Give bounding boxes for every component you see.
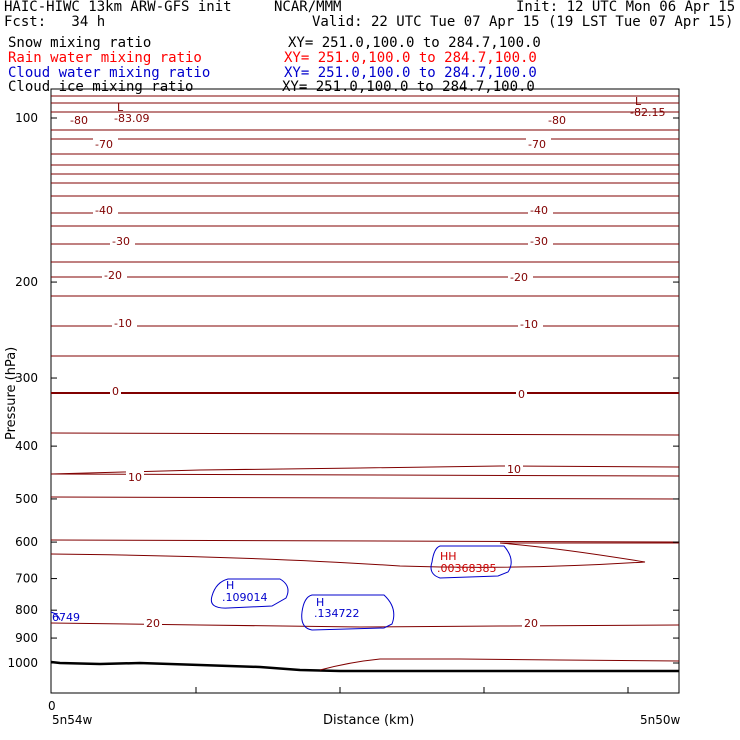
extremum-value: .109014 — [222, 591, 268, 604]
extremum-value: .00368385 — [437, 562, 497, 575]
cloudwater-contour-1 — [210, 578, 289, 609]
extremum-type: L — [117, 101, 124, 114]
field-cloudwater-name: Cloud water mixing ratio — [8, 65, 211, 81]
contour-label-bg — [110, 385, 121, 396]
contour-label-bg — [518, 318, 543, 329]
contour-label-bg — [546, 114, 571, 125]
model-title: HAIC-HIWC 13km ARW-GFS init — [4, 0, 232, 15]
contour-label: -70 — [95, 138, 113, 151]
contour-label-bg — [93, 138, 118, 149]
contour-label: -80 — [70, 114, 88, 127]
y-tick-label: 100 — [15, 111, 38, 125]
y-tick-label: 200 — [15, 275, 38, 289]
cloudwater-contour-3 — [430, 545, 512, 579]
field-rain-name: Rain water mixing ratio — [8, 50, 202, 66]
field-cloudice-xy: XY= 251.0,100.0 to 284.7,100.0 — [282, 79, 535, 95]
terrain-line — [50, 660, 679, 673]
contour-label: -10 — [520, 318, 538, 331]
contour-label: -20 — [510, 271, 528, 284]
contour-label: -40 — [95, 204, 113, 217]
contour-label: 20 — [146, 617, 160, 630]
field-cloudwater-xy: XY= 251.0,100.0 to 284.7,100.0 — [284, 65, 537, 81]
y-tick-label: 300 — [15, 371, 38, 385]
contour-label-bg — [126, 471, 144, 482]
extremum-value: -83.09 — [114, 112, 149, 125]
isotherm-line — [50, 473, 680, 477]
forecast-hour: Fcst: 34 h — [4, 14, 106, 30]
contour-label: -30 — [530, 235, 548, 248]
contour-label-bg — [522, 617, 540, 628]
valid-time: Valid: 22 UTC Tue 07 Apr 15 (19 LST Tue … — [312, 14, 734, 30]
field-snow-xy: XY= 251.0,100.0 to 284.7,100.0 — [288, 35, 541, 51]
extremum-type: HH — [440, 550, 457, 563]
extremum-type: H — [316, 596, 324, 609]
temperature-contours: -80 -80-70 -70-40 -40-30 -30-20 -20-10 -100 010… — [50, 95, 680, 630]
contour-label-bg — [102, 269, 127, 280]
x-axis-ticks — [195, 687, 629, 693]
contour-label-bg — [526, 138, 551, 149]
isotherm-line — [50, 465, 680, 475]
contour-label: 10 — [128, 471, 142, 484]
contour-label-bg — [516, 388, 527, 399]
field-cloudice-name: Cloud ice mixing ratio — [8, 79, 194, 95]
extremum-type: H — [226, 579, 234, 592]
y-tick-label: 500 — [15, 492, 38, 506]
x-axis-title: Distance (km) — [323, 713, 414, 728]
contour-label: -10 — [114, 317, 132, 330]
y-tick-label: 900 — [15, 631, 38, 645]
y-axis-title: Pressure (hPa) — [4, 347, 19, 440]
contour-label: 0 — [112, 385, 119, 398]
extremum-value-edge: 6749 — [52, 611, 80, 624]
contour-label-bg — [68, 114, 93, 125]
contour-label: -20 — [104, 269, 122, 282]
plot-frame — [50, 88, 680, 694]
y-tick-label: 1000 — [7, 656, 38, 670]
contour-label-bg — [528, 204, 553, 215]
contour-low-bump — [319, 658, 680, 671]
contour-label-bg — [144, 617, 162, 628]
contour-label: -30 — [112, 235, 130, 248]
isotherm-line — [50, 539, 680, 543]
isotherm-line — [50, 432, 680, 436]
contour-label-bg — [508, 271, 533, 282]
contour-label-bg — [505, 463, 523, 474]
init-time: Init: 12 UTC Mon 06 Apr 15 — [516, 0, 736, 15]
extremum-value: .134722 — [314, 607, 360, 620]
y-tick-label: 700 — [15, 572, 38, 586]
contour-label-bg — [110, 235, 135, 246]
cloudwater-contour-2 — [301, 594, 395, 631]
x-right-label: 5n50w — [640, 713, 681, 727]
extremum-type: L — [635, 95, 642, 108]
y-tick-label: 400 — [15, 439, 38, 453]
field-snow-name: Snow mixing ratio — [8, 35, 152, 51]
x-start-label: 0 — [48, 699, 56, 713]
contour-label: -70 — [528, 138, 546, 151]
contour-label-bg — [528, 235, 553, 246]
isotherm-line — [50, 542, 679, 568]
contour-label: 20 — [524, 617, 538, 630]
org-label: NCAR/MMM — [274, 0, 342, 15]
cloudwater-contour-edge — [50, 611, 61, 621]
contour-label: -80 — [548, 114, 566, 127]
y-tick-label: 800 — [15, 603, 38, 617]
x-left-label: 5n54w — [52, 713, 93, 727]
contour-label-bg — [112, 317, 137, 328]
contour-label: -40 — [530, 204, 548, 217]
field-rain-xy: XY= 251.0,100.0 to 284.7,100.0 — [284, 50, 537, 66]
contour-label: 10 — [507, 463, 521, 476]
contour-label-bg — [93, 204, 118, 215]
y-tick-label: 600 — [15, 535, 38, 549]
extremum-value: -82.15 — [630, 106, 665, 119]
isotherm-line — [50, 496, 680, 500]
contour-label: 0 — [518, 388, 525, 401]
